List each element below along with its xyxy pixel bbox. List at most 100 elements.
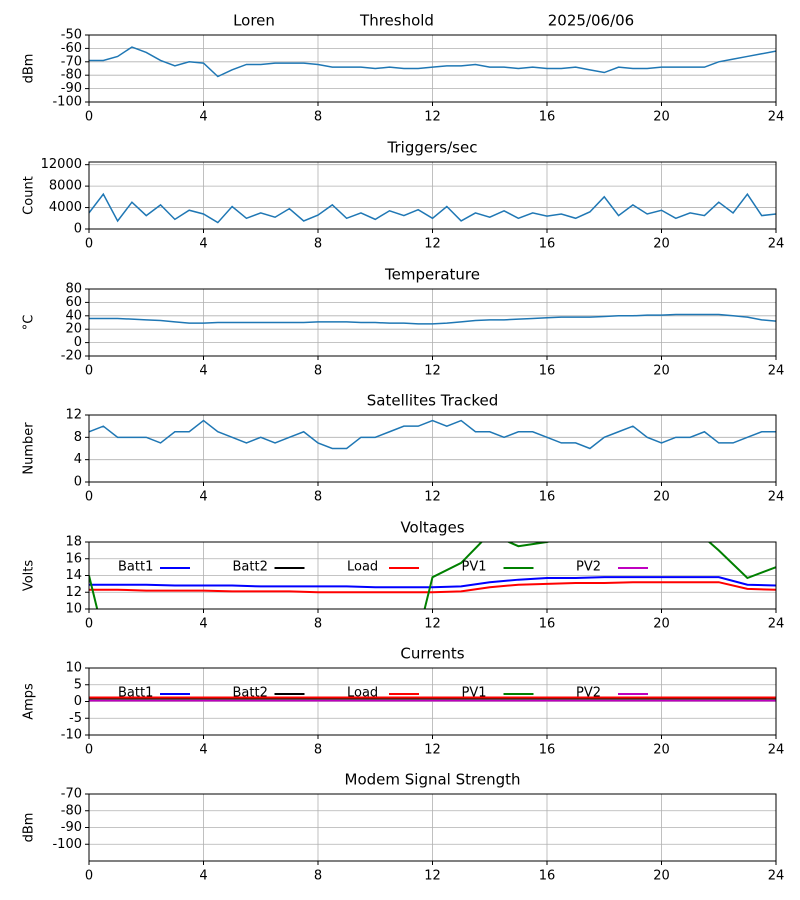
y-axis-label: °C xyxy=(22,315,37,331)
x-tick-label: 8 xyxy=(314,110,322,125)
y-axis-label: Number xyxy=(22,422,37,475)
axes-frame xyxy=(88,793,777,862)
x-tick-label: 0 xyxy=(85,110,93,125)
x-tick-label: 8 xyxy=(314,869,322,884)
x-tick-label: 20 xyxy=(653,110,670,125)
x-tick-label: 16 xyxy=(539,110,556,125)
x-tick-label: 8 xyxy=(314,490,322,505)
x-tick-label: 20 xyxy=(653,617,670,632)
series-line xyxy=(89,581,776,594)
y-tick-label: 0 xyxy=(74,335,82,350)
x-tick-label: 12 xyxy=(424,617,441,632)
x-tick-label: 24 xyxy=(768,364,785,379)
x-tick-label: 0 xyxy=(85,237,93,252)
legend-label: PV2 xyxy=(576,560,601,575)
series-line xyxy=(89,576,776,589)
y-tick-label: 10 xyxy=(65,602,82,617)
y-tick-label: 16 xyxy=(65,551,82,566)
y-axis-label: dBm xyxy=(22,54,37,84)
x-tick-label: 4 xyxy=(199,364,207,379)
x-tick-label: 0 xyxy=(85,490,93,505)
y-tick-label: -70 xyxy=(61,787,82,802)
x-tick-label: 20 xyxy=(653,364,670,379)
x-tick-label: 12 xyxy=(424,490,441,505)
x-tick-label: 24 xyxy=(768,490,785,505)
y-tick-label: 8 xyxy=(74,430,82,445)
y-tick-label: 5 xyxy=(74,677,82,692)
axes-frame xyxy=(88,34,777,103)
panel-title: Currents xyxy=(400,645,464,663)
series-line xyxy=(89,46,776,78)
y-tick-label: 80 xyxy=(65,282,82,297)
y-tick-label: 12 xyxy=(65,408,82,423)
y-tick-label: -50 xyxy=(61,28,82,43)
y-tick-label: -80 xyxy=(61,803,82,818)
y-tick-label: -90 xyxy=(61,820,82,835)
title-part: Threshold xyxy=(359,12,434,30)
x-tick-label: 4 xyxy=(199,743,207,758)
x-tick-label: 16 xyxy=(539,237,556,252)
legend-label: PV2 xyxy=(576,686,601,701)
x-tick-label: 20 xyxy=(653,869,670,884)
legend-label: PV1 xyxy=(462,686,487,701)
x-tick-label: 16 xyxy=(539,869,556,884)
x-tick-label: 20 xyxy=(653,743,670,758)
x-tick-label: 24 xyxy=(768,869,785,884)
y-axis-label: dBm xyxy=(22,813,37,843)
x-tick-label: 4 xyxy=(199,110,207,125)
panel-title: Voltages xyxy=(400,519,464,537)
legend-label: PV1 xyxy=(462,560,487,575)
y-tick-label: -100 xyxy=(52,837,82,852)
y-tick-label: 8000 xyxy=(49,179,82,194)
y-tick-label: 12 xyxy=(65,585,82,600)
x-tick-label: 16 xyxy=(539,364,556,379)
legend-label: Batt1 xyxy=(118,686,153,701)
x-tick-label: 20 xyxy=(653,237,670,252)
y-tick-label: 0 xyxy=(74,475,82,490)
y-tick-label: 40 xyxy=(65,308,82,323)
y-tick-label: -60 xyxy=(61,41,82,56)
panel-title: Temperature xyxy=(384,266,480,284)
y-tick-label: 0 xyxy=(74,694,82,709)
x-tick-label: 8 xyxy=(314,237,322,252)
legend-label: Batt1 xyxy=(118,560,153,575)
x-tick-label: 0 xyxy=(85,364,93,379)
y-tick-label: 10 xyxy=(65,661,82,676)
x-tick-label: 16 xyxy=(539,617,556,632)
title-part: Loren xyxy=(233,12,275,30)
x-tick-label: 12 xyxy=(424,110,441,125)
y-tick-label: -90 xyxy=(61,81,82,96)
legend-label: Load xyxy=(347,686,378,701)
axes-frame xyxy=(88,541,777,610)
x-tick-label: 24 xyxy=(768,237,785,252)
x-tick-label: 24 xyxy=(768,110,785,125)
x-tick-label: 0 xyxy=(85,869,93,884)
y-tick-label: 20 xyxy=(65,322,82,337)
x-tick-label: 8 xyxy=(314,743,322,758)
x-tick-label: 16 xyxy=(539,743,556,758)
series-line xyxy=(89,419,776,450)
x-tick-label: 12 xyxy=(424,869,441,884)
x-tick-label: 12 xyxy=(424,743,441,758)
x-tick-label: 8 xyxy=(314,617,322,632)
y-tick-label: 4000 xyxy=(49,200,82,215)
x-tick-label: 24 xyxy=(768,743,785,758)
x-tick-label: 4 xyxy=(199,617,207,632)
y-tick-label: -10 xyxy=(61,728,82,743)
y-tick-label: -70 xyxy=(61,54,82,69)
panel-title: Satellites Tracked xyxy=(367,392,498,410)
x-tick-label: 0 xyxy=(85,743,93,758)
x-tick-label: 0 xyxy=(85,617,93,632)
y-tick-label: -20 xyxy=(61,349,82,364)
x-tick-label: 20 xyxy=(653,490,670,505)
y-tick-label: 4 xyxy=(74,452,82,467)
y-tick-label: 0 xyxy=(74,222,82,237)
title-part: 2025/06/06 xyxy=(548,12,634,30)
x-tick-label: 4 xyxy=(199,237,207,252)
legend-label: Batt2 xyxy=(233,560,268,575)
series-line xyxy=(89,542,776,609)
x-tick-label: 4 xyxy=(199,490,207,505)
legend-label: Load xyxy=(347,560,378,575)
series-line xyxy=(89,192,776,224)
y-tick-label: 18 xyxy=(65,535,82,550)
